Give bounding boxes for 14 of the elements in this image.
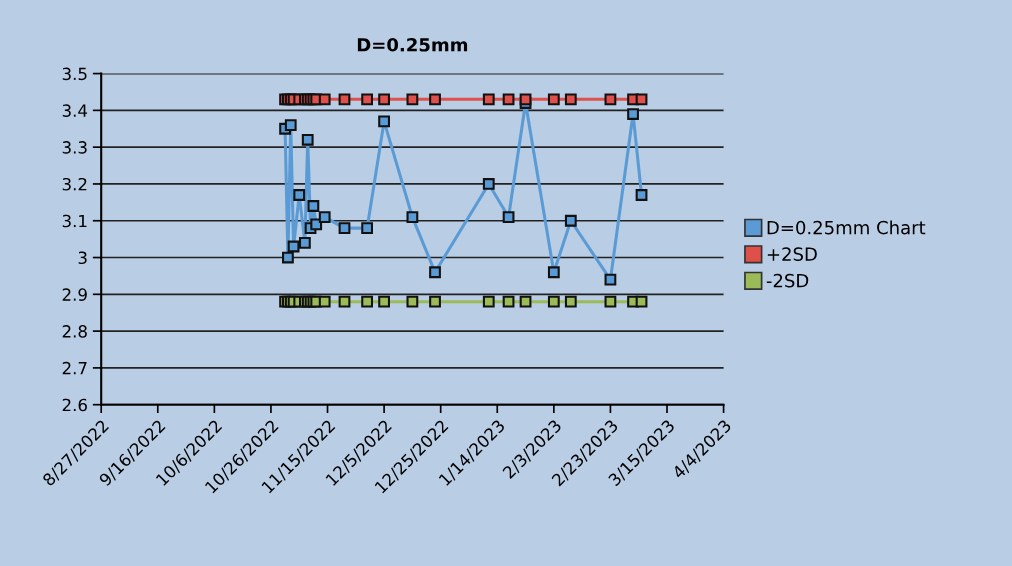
legend-label: +2SD [767, 247, 817, 261]
y-tick-label: 2.6 [62, 398, 87, 412]
y-tick-label: 2.8 [62, 325, 87, 338]
y-tick-label: 2.9 [62, 288, 87, 301]
y-tick-label: 3.4 [62, 104, 88, 117]
legend-label: D=0.25mm Chart [767, 220, 926, 235]
y-tick-label: 3.5 [62, 67, 87, 81]
y-tick-label: 3 [78, 251, 87, 265]
y-tick-label: 2.7 [62, 361, 87, 375]
chart-title: D=0.25mm [357, 37, 468, 52]
legend-label: -2SD [766, 273, 809, 288]
y-tick-label: 3.3 [62, 141, 87, 154]
y-tick-label: 3.2 [62, 177, 87, 191]
y-tick-label: 3.1 [62, 214, 87, 228]
